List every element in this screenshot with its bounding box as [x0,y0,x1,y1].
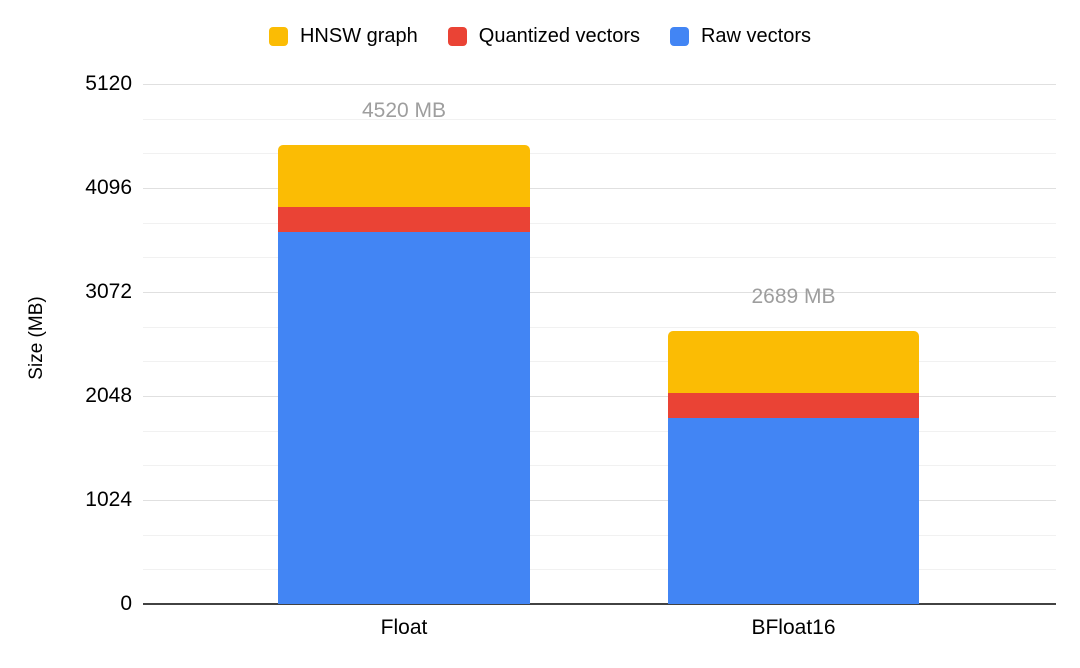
y-tick-label: 4096 [85,176,132,199]
gridline-minor [143,569,1056,571]
legend-swatch-icon [669,27,689,46]
y-tick-label: 0 [120,592,132,615]
gridline-major [143,292,1056,293]
legend-item-raw-vectors: Raw vectors [669,25,812,48]
legend-swatch-icon [447,27,467,46]
gridline-minor [143,153,1056,155]
gridline-minor [143,257,1056,259]
gridline-minor [143,326,1056,328]
y-tick-label: 1024 [85,488,132,511]
legend-label: Raw vectors [700,25,812,47]
x-axis-line [143,603,1056,605]
bar-float [278,84,530,604]
legend-swatch-icon [268,27,288,46]
legend-item-hnsw-graph: HNSW graph [268,25,418,48]
gridline-major [143,396,1056,397]
legend: HNSW graph Quantized vectors Raw vectors [0,25,1080,48]
x-axis-label: Float [380,616,428,639]
legend-label: HNSW graph [299,25,418,47]
segment-quantized-vectors [668,393,919,419]
segment-raw-vectors [278,232,530,604]
gridline-minor [143,361,1056,363]
x-axis-label: BFloat16 [751,616,836,639]
bar-bfloat16 [668,84,919,604]
plot-area: 0 1024 2048 3072 4096 5120 4520 MB Float 2689 MB… [85,72,1056,639]
gridline-minor [143,222,1056,224]
gridline-minor [143,430,1056,432]
bar-total-label: 4520 MB [361,98,447,122]
segment-hnsw-graph [278,144,530,208]
y-tick-label: 3072 [85,280,132,303]
y-axis-title: Size (MB) [26,296,47,380]
bar-total-label: 2689 MB [751,284,836,308]
y-tick-label: 5120 [85,72,132,95]
segment-hnsw-graph [668,330,919,394]
gridline-major [143,500,1056,501]
y-tick-label: 2048 [85,384,132,407]
gridline-minor [143,534,1056,536]
legend-item-quantized-vectors: Quantized vectors [447,25,640,48]
gridline-major [143,84,1056,85]
gridline-minor [143,465,1056,467]
gridline-major [143,188,1056,189]
segment-quantized-vectors [278,207,530,233]
segment-raw-vectors [668,418,919,604]
legend-label: Quantized vectors [478,25,640,47]
gridline-minor [143,118,1056,120]
